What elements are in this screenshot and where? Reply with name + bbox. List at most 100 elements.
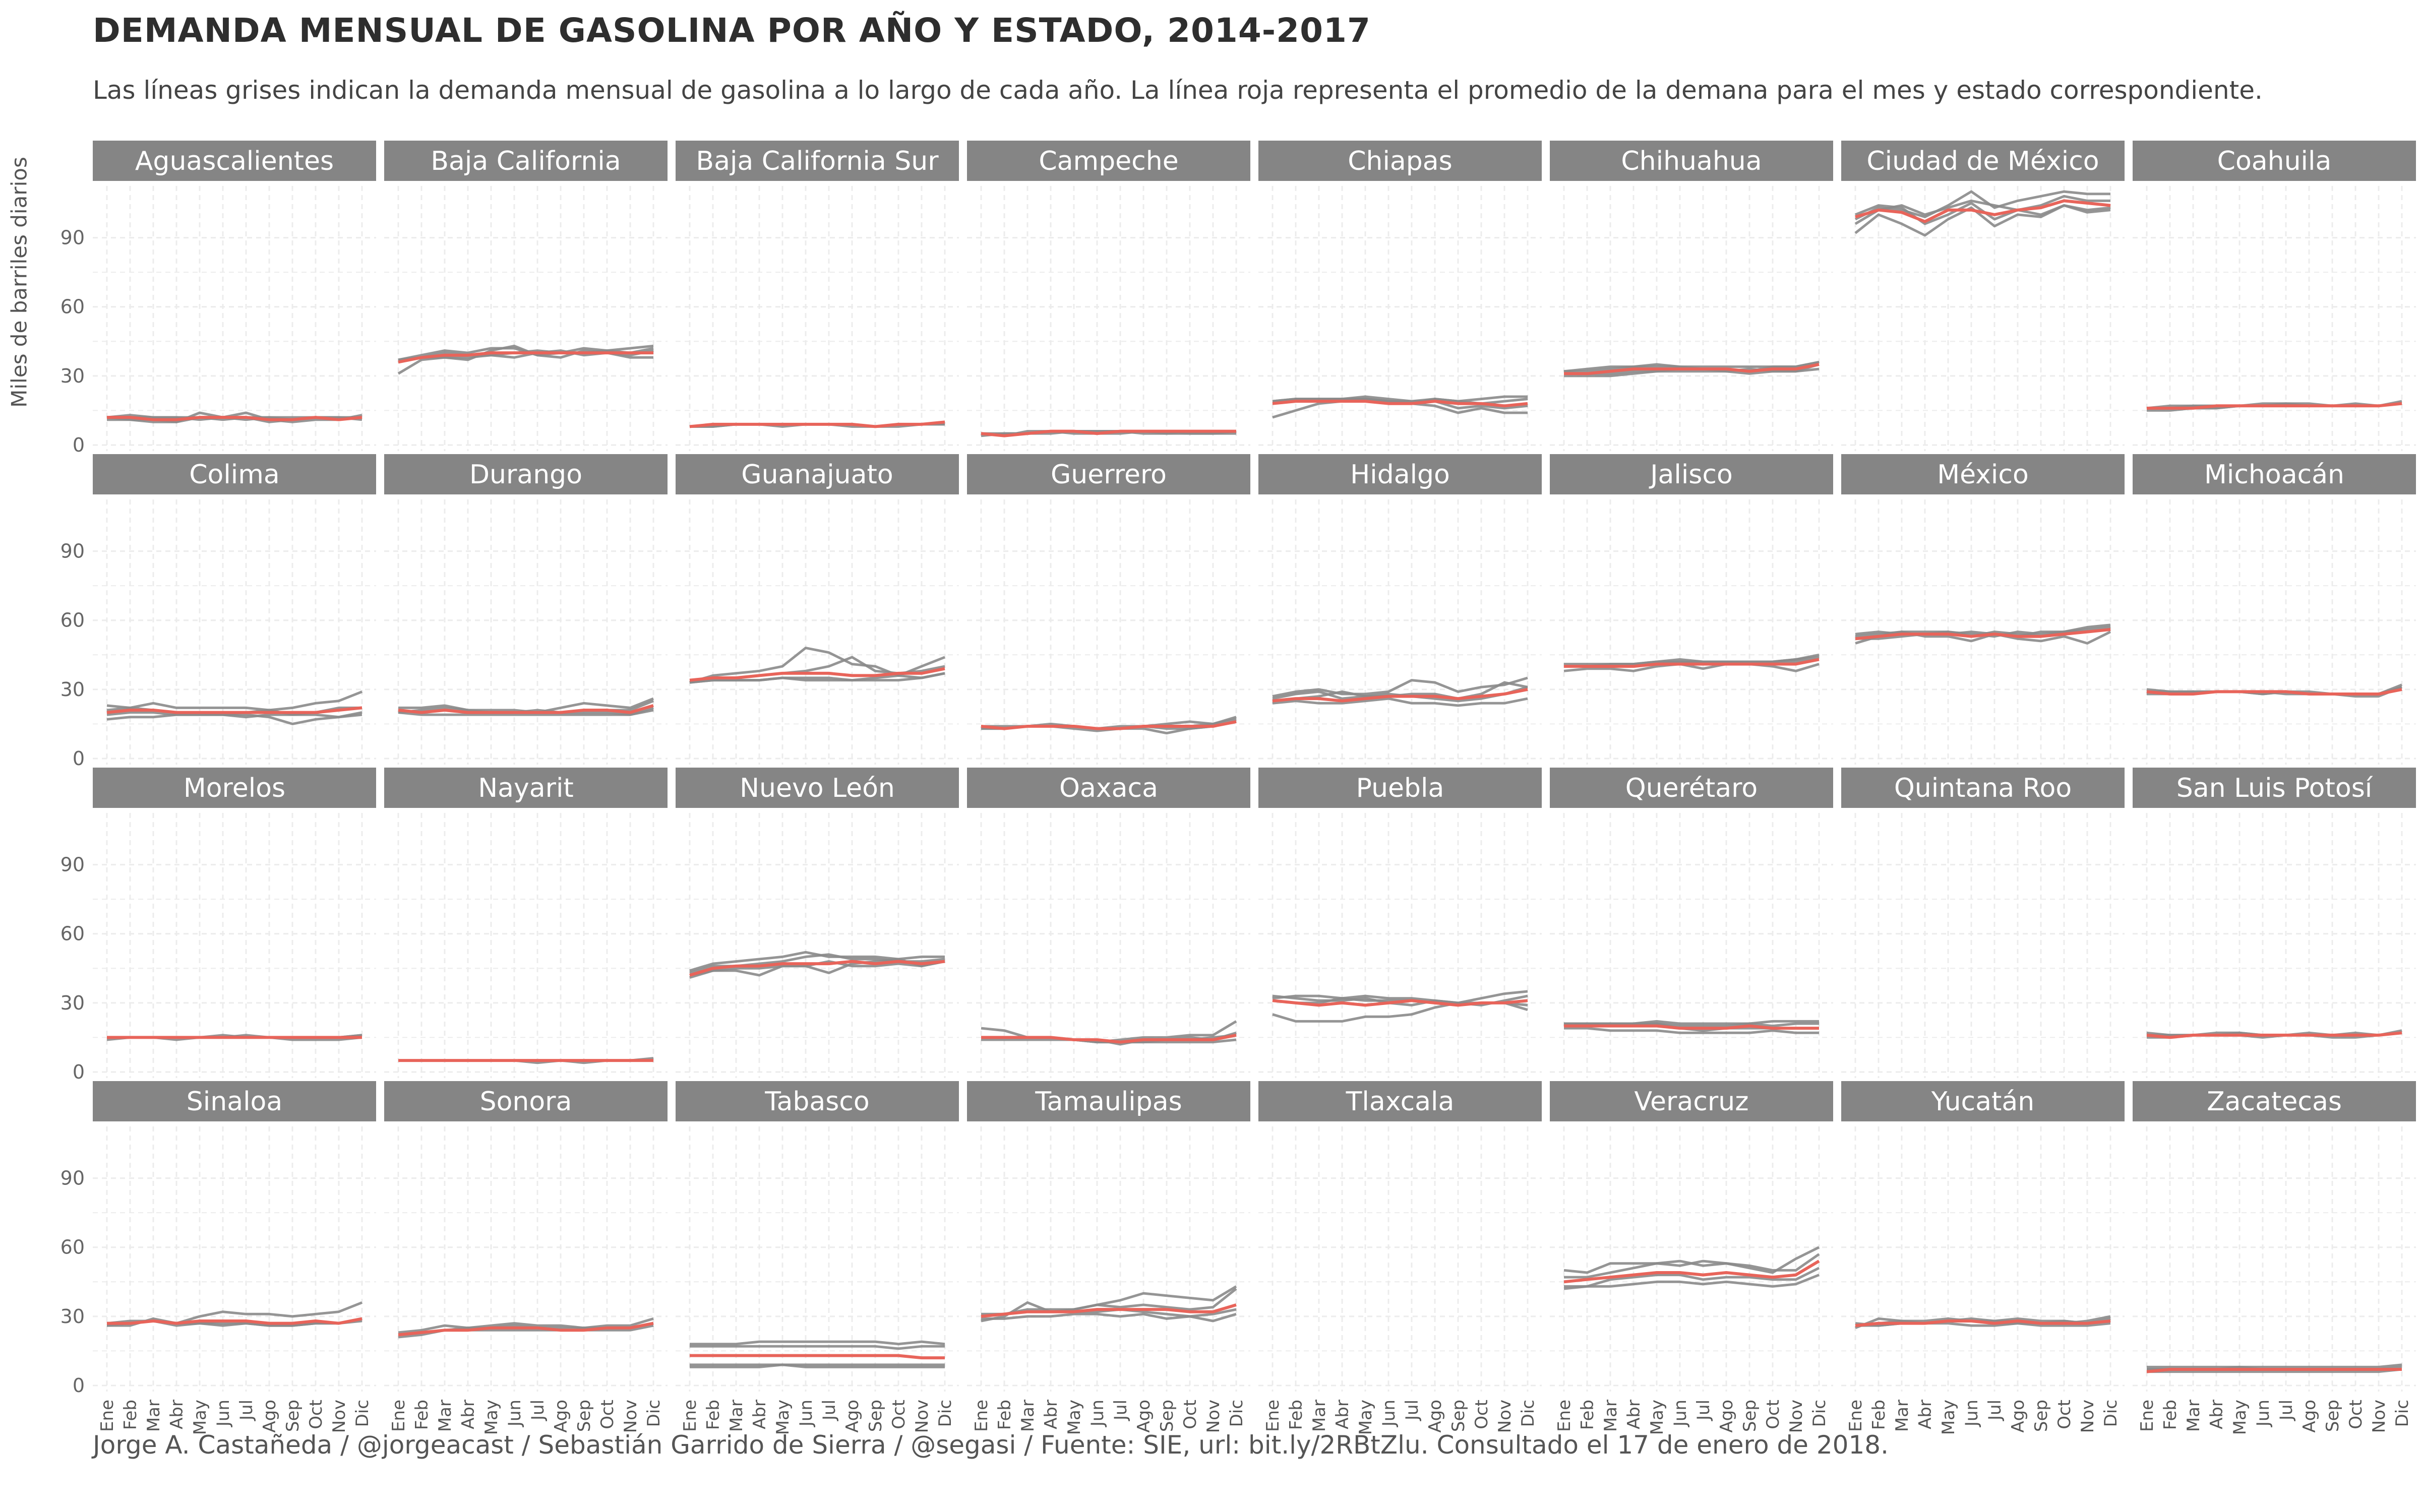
mean-line	[398, 704, 654, 714]
y-tick-label: 0	[73, 1061, 85, 1083]
mean-line	[981, 1303, 1237, 1318]
x-tick-label: Ene	[389, 1400, 409, 1432]
x-tick-label: Abr	[458, 1400, 478, 1429]
x-tick-label: May	[1064, 1400, 1084, 1435]
facet-san-luis-potosi: San Luis Potosí	[2133, 768, 2416, 1078]
year-line-4	[690, 1363, 945, 1368]
facet-morelos: Morelos	[93, 768, 376, 1078]
x-tick-label: Jul	[819, 1400, 839, 1421]
x-tick-label: Jun	[505, 1400, 525, 1427]
year-line-1	[1272, 697, 1528, 707]
facet-sonora: Sonora	[384, 1081, 668, 1392]
x-tick-label: Jul	[236, 1400, 257, 1421]
year-line-3	[1272, 990, 1528, 1004]
x-tick-label: Nov	[912, 1400, 932, 1433]
x-tick-label: May	[190, 1400, 210, 1435]
year-line-4	[1564, 653, 1820, 666]
x-tick-label: Jul	[528, 1400, 548, 1421]
year-line-1	[1563, 663, 1820, 672]
facet-strip	[1550, 1081, 1833, 1121]
facet-strip	[676, 141, 959, 181]
year-line-2	[1564, 1253, 1820, 1279]
x-tick-label: Dic	[1227, 1400, 1247, 1427]
facet-tamaulipas: Tamaulipas	[967, 1081, 1250, 1392]
x-tick-label: Feb	[2160, 1400, 2181, 1430]
facet-strip	[2133, 454, 2416, 494]
facet-chihuahua: Chihuahua	[1550, 141, 1833, 451]
year-line-4	[106, 711, 362, 721]
facet-strip-label: Baja California	[431, 146, 621, 176]
x-tick-label: Nov	[2369, 1400, 2389, 1433]
facet-strip-label: Durango	[469, 460, 582, 490]
x-tick-label: Ago	[551, 1400, 571, 1433]
facet-strip-label: Nuevo León	[740, 773, 895, 803]
mean-line	[2146, 687, 2402, 696]
y-tick-label: 30	[60, 992, 85, 1014]
facet-strip	[967, 1081, 1250, 1121]
facet-strip	[93, 141, 376, 181]
chart-title: DEMANDA MENSUAL DE GASOLINA POR AÑO Y ES…	[93, 11, 1371, 50]
facet-strip	[1841, 768, 2125, 808]
facet-strip-label: Coahuila	[2217, 146, 2332, 176]
x-tick-label: Sep	[2031, 1400, 2051, 1432]
x-tick-label: Mar	[1309, 1400, 1329, 1432]
x-tick-label: Abr	[1041, 1400, 1061, 1429]
x-tick-label: Ene	[97, 1400, 117, 1432]
y-tick-label: 0	[73, 434, 85, 456]
year-line-1	[1564, 1027, 1819, 1034]
x-tick-label: Ene	[1846, 1400, 1866, 1432]
year-line-3	[1272, 676, 1528, 698]
mean-line	[398, 351, 653, 364]
facet-hidalgo: Hidalgo	[1258, 454, 1542, 765]
facet-strip-label: Hidalgo	[1350, 460, 1450, 490]
facet-strip	[2133, 141, 2416, 181]
mean-line	[1564, 658, 1820, 668]
facet-strip-label: Baja California Sur	[696, 146, 939, 176]
facet-tabasco: Tabasco	[676, 1081, 959, 1392]
facet-strip	[384, 768, 668, 808]
facet-strip-label: Michoacán	[2204, 460, 2344, 490]
x-tick-label: Mar	[1018, 1400, 1038, 1432]
x-tick-label: Jul	[1111, 1400, 1131, 1421]
mean-line	[1564, 363, 1820, 375]
facet-chiapas: Chiapas	[1258, 141, 1542, 451]
year-line-4	[2147, 1363, 2402, 1368]
x-tick-label: May	[1939, 1400, 1959, 1435]
facet-strip-label: México	[1937, 460, 2029, 490]
mean-line	[981, 720, 1237, 730]
facet-strip-label: Guerrero	[1051, 460, 1167, 490]
facet-strip-label: Quintana Roo	[1894, 773, 2072, 803]
x-tick-label: Jul	[1693, 1400, 1714, 1421]
year-line-4	[1563, 1274, 1820, 1290]
facet-tlaxcala: Tlaxcala	[1258, 1081, 1542, 1392]
x-tick-label: Ago	[2300, 1400, 2320, 1433]
x-tick-label: Mar	[1601, 1400, 1621, 1432]
x-tick-label: Feb	[1869, 1400, 1889, 1430]
x-tick-label: Sep	[283, 1400, 303, 1432]
x-tick-label: Jun	[1670, 1400, 1690, 1427]
y-tick-label: 0	[73, 1374, 85, 1397]
facet-strip	[2133, 768, 2416, 808]
x-tick-label: May	[2230, 1400, 2250, 1435]
x-tick-label: Ago	[1717, 1400, 1737, 1433]
y-tick-label: 0	[73, 747, 85, 770]
facet-strip	[676, 1081, 959, 1121]
x-tick-label: Dic	[352, 1400, 373, 1427]
x-tick-label: Mar	[144, 1400, 164, 1432]
x-tick-label: Jul	[1985, 1400, 2005, 1421]
facet-guanajuato: Guanajuato	[676, 454, 959, 765]
x-tick-label: Sep	[2323, 1400, 2343, 1432]
x-tick-label: Mar	[727, 1400, 747, 1432]
y-tick-label: 60	[60, 296, 85, 318]
facet-strip	[1258, 454, 1542, 494]
y-tick-label: 90	[60, 540, 85, 562]
x-tick-label: Nov	[621, 1400, 641, 1433]
facet-strip-label: Oaxaca	[1059, 773, 1158, 803]
y-tick-label: 60	[60, 1236, 85, 1258]
x-tick-label: Dic	[935, 1400, 955, 1427]
year-line-1	[690, 1340, 945, 1346]
y-tick-label: 90	[60, 854, 85, 876]
x-tick-label: May	[1647, 1400, 1667, 1435]
facet-strip-label: Sonora	[480, 1087, 572, 1117]
facet-queretaro: Querétaro	[1550, 768, 1833, 1078]
